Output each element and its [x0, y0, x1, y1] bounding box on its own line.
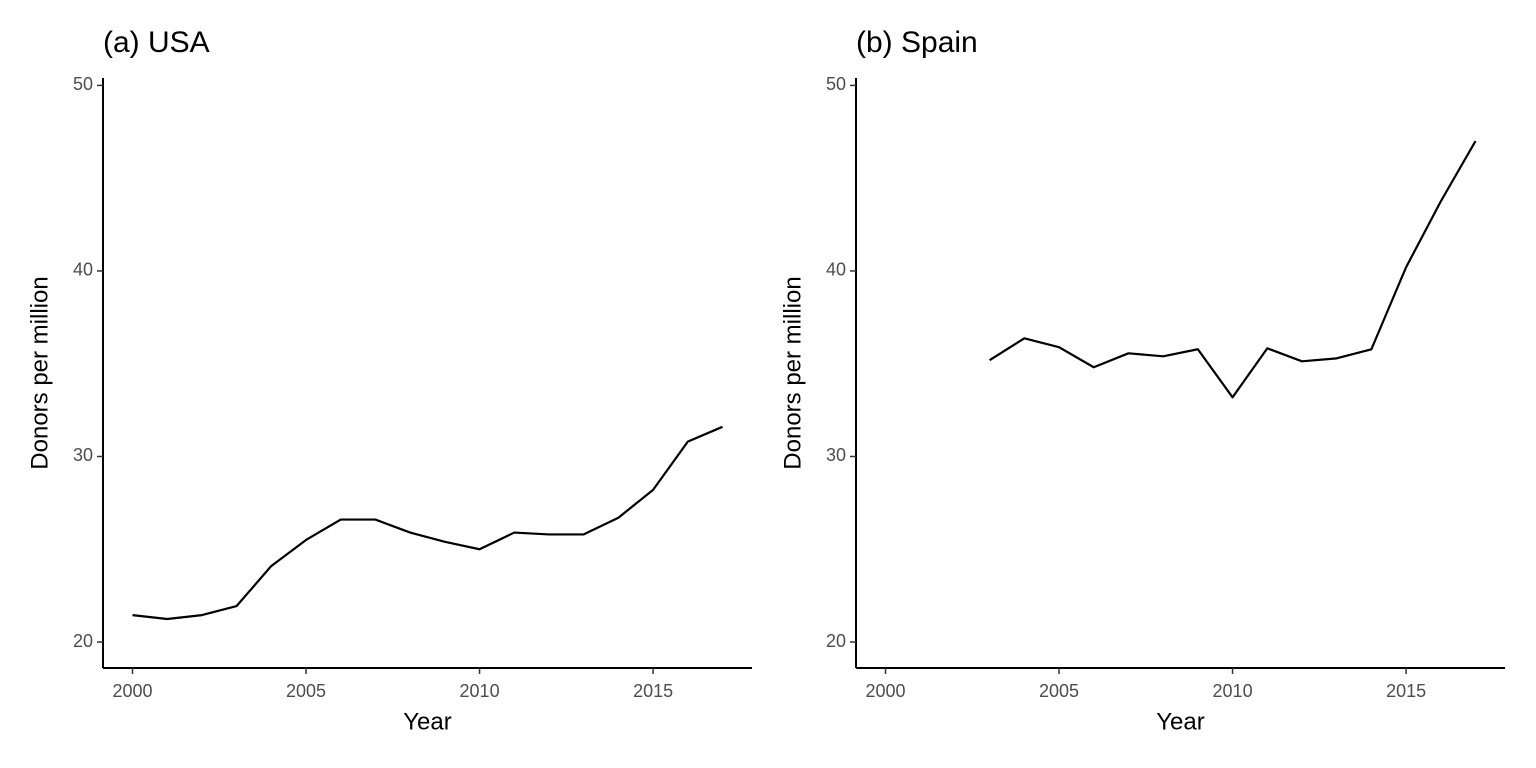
x-tick-label: 2015 [1386, 681, 1426, 701]
y-tick-label: 30 [826, 445, 846, 465]
y-tick-label: 20 [826, 631, 846, 651]
y-tick-label: 30 [73, 445, 93, 465]
y-tick-label: 50 [73, 74, 93, 94]
x-tick-label: 2010 [460, 681, 500, 701]
y-tick-label: 20 [73, 631, 93, 651]
y-tick-label: 50 [826, 74, 846, 94]
y-tick-label: 40 [73, 260, 93, 280]
y-axis-label: Donors per million [779, 276, 806, 469]
data-line [132, 425, 723, 621]
panel-title: (b) Spain [856, 26, 978, 59]
panel-title: (a) USA [103, 26, 210, 59]
x-tick-label: 2010 [1213, 681, 1253, 701]
data-line [989, 140, 1477, 399]
y-axis-label: Donors per million [26, 276, 53, 469]
x-axis-label: Year [1156, 708, 1205, 735]
x-tick-label: 2000 [112, 681, 152, 701]
x-tick-label: 2000 [865, 681, 905, 701]
x-tick-label: 2005 [286, 681, 326, 701]
x-tick-label: 2005 [1039, 681, 1079, 701]
y-tick-label: 40 [826, 260, 846, 280]
x-axis-label: Year [403, 708, 452, 735]
x-tick-label: 2015 [633, 681, 673, 701]
